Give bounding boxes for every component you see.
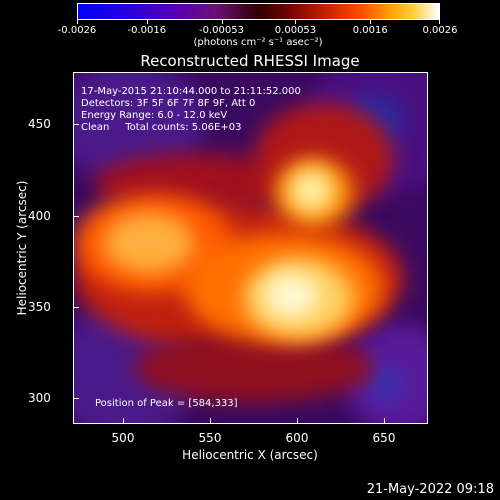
x-tickmark — [123, 418, 124, 424]
x-tick-650: 650 — [372, 431, 396, 445]
colorbar-tick-mark — [295, 20, 297, 24]
colorbar-tick-mark — [439, 20, 440, 24]
y-tick-300: 300 — [28, 391, 51, 405]
x-tickmark — [297, 418, 298, 424]
info-detectors: Detectors: 3F 5F 6F 7F 8F 9F, Att 0 — [81, 98, 256, 109]
x-axis-label: Heliocentric X (arcsec) — [182, 448, 318, 462]
y-tick-450: 450 — [28, 117, 51, 131]
colorbar-tick-label: -0.0026 — [57, 25, 97, 36]
y-tick-400: 400 — [28, 209, 51, 223]
y-tickmark — [73, 124, 79, 125]
y-tick-350: 350 — [28, 300, 51, 314]
colorbar-tick-mark — [77, 20, 78, 24]
colorbar — [77, 3, 440, 20]
rhessi-image — [73, 72, 428, 424]
peak-position: Position of Peak = [584,333] — [95, 398, 238, 409]
y-tickmark — [73, 398, 79, 399]
colorbar-tick-mark — [370, 20, 372, 24]
info-energy: Energy Range: 6.0 - 12.0 keV — [81, 110, 228, 121]
colorbar-tick-mark — [221, 20, 223, 24]
colorbar-units: (photons cm⁻² s⁻¹ asec⁻²) — [193, 37, 323, 48]
x-tick-550: 550 — [198, 431, 222, 445]
info-time: 17-May-2015 21:10:44.000 to 21:11:52.000 — [81, 86, 301, 97]
x-tick-500: 500 — [111, 431, 135, 445]
colorbar-tick-label: -0.00053 — [199, 25, 244, 36]
image-title: Reconstructed RHESSI Image — [140, 52, 360, 70]
x-tickmark — [210, 418, 211, 424]
colorbar-tick-label: 0.00053 — [274, 25, 317, 36]
colorbar-tick-label: -0.0016 — [127, 25, 167, 36]
x-tick-600: 600 — [285, 431, 309, 445]
timestamp: 21-May-2022 09:18 — [366, 482, 494, 497]
y-tickmark — [73, 307, 79, 308]
colorbar-tick-mark — [146, 20, 148, 24]
y-tickmark — [73, 216, 79, 217]
info-clean: Clean Total counts: 5.06E+03 — [81, 122, 242, 133]
y-axis-label: Heliocentric Y (arcsec) — [15, 180, 29, 316]
x-tickmark — [384, 418, 385, 424]
colorbar-tick-label: 0.0026 — [422, 25, 458, 36]
colorbar-tick-label: 0.0016 — [352, 25, 388, 36]
